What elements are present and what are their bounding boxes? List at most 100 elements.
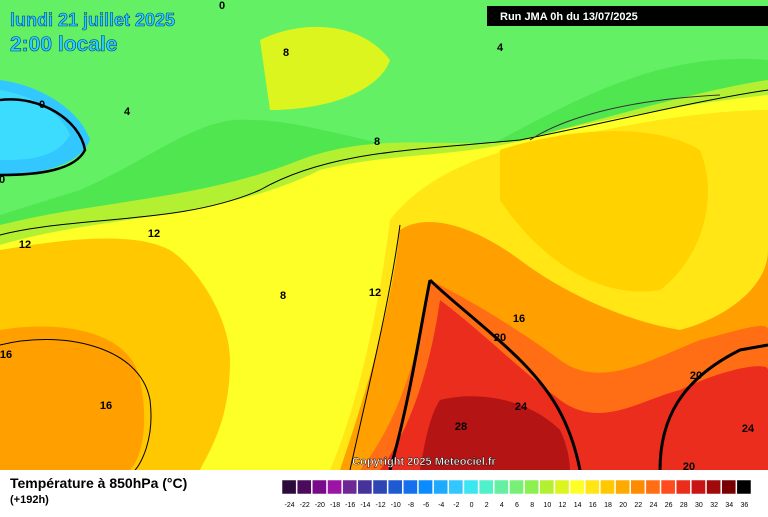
legend-swatch: [433, 479, 449, 495]
legend-swatch: [357, 479, 373, 495]
contour-label: 8: [280, 290, 286, 302]
legend-swatch: [327, 479, 342, 495]
contour-label: 12: [148, 228, 160, 240]
legend-swatch: [281, 479, 297, 495]
band: [420, 396, 570, 470]
map-date: lundi 21 juillet 2025: [10, 10, 175, 30]
contour-label: 20: [683, 461, 695, 473]
legend-swatch: [630, 479, 646, 495]
legend-label: 12: [559, 502, 567, 509]
legend-label: 8: [530, 502, 534, 509]
contour-label: 16: [100, 400, 112, 412]
legend-label: -22: [300, 502, 310, 509]
legend-label: 4: [500, 502, 504, 509]
legend-label: -8: [408, 502, 414, 509]
isotherm: [0, 98, 87, 177]
contour-label: 0: [219, 0, 225, 12]
isotherm: [428, 278, 582, 471]
cold-core: [0, 90, 70, 160]
band: [0, 0, 768, 215]
legend-label: 28: [680, 502, 688, 509]
legend-swatch: [372, 479, 388, 495]
map: 0 8 4 0 4 8 0 12 12 8 12 16 16 16 20 20 …: [0, 0, 768, 473]
legend-label: 20: [619, 502, 627, 509]
legend-swatch: [569, 479, 585, 495]
isotherm: [0, 89, 768, 236]
contour-label: 4: [124, 106, 131, 118]
legend-swatch: [675, 479, 691, 495]
contour-label: 16: [0, 349, 12, 361]
contour-label: 8: [374, 136, 380, 148]
legend-swatch: [509, 479, 524, 495]
legend-swatch: [645, 479, 661, 495]
legend-swatch: [600, 479, 615, 495]
legend-label: 0: [470, 502, 474, 509]
map-time: 2:00 locale: [10, 33, 117, 56]
footer-lead: (+192h): [10, 494, 49, 506]
coastline: [529, 94, 721, 141]
legend-swatch: [691, 479, 706, 495]
legend-swatch: [403, 479, 418, 495]
legend-swatch: [448, 479, 464, 495]
legend-swatch: [387, 479, 403, 495]
contour-label: 12: [19, 239, 31, 251]
legend-label: 24: [650, 502, 658, 509]
legend-label: -2: [453, 502, 459, 509]
warm-patch: [260, 26, 390, 110]
isotherm: [388, 279, 432, 471]
contour-label: 8: [283, 47, 289, 59]
isotherm: [0, 339, 152, 471]
legend-swatch: [721, 479, 737, 495]
contour-label: 16: [513, 313, 525, 325]
legend-swatch: [660, 479, 676, 495]
legend-label: -16: [345, 502, 355, 509]
legend-swatch: [554, 479, 570, 495]
legend-swatch: [463, 479, 479, 495]
run-box: [487, 6, 768, 26]
legend-label: 30: [695, 502, 703, 509]
legend-label: 10: [543, 502, 551, 509]
isotherm: [658, 343, 768, 471]
legend-label: -4: [438, 502, 444, 509]
contour-label: 20: [690, 370, 702, 382]
legend-swatch: [736, 479, 752, 495]
legend-label: 26: [665, 502, 673, 509]
legend-label: -24: [285, 502, 295, 509]
legend-label: 32: [710, 502, 718, 509]
contour-label: 0: [0, 174, 5, 186]
legend-label: 34: [725, 502, 733, 509]
legend-swatch: [312, 479, 327, 495]
legend-label: 36: [741, 502, 749, 509]
contour-label: 4: [497, 42, 504, 54]
contour-label: 20: [494, 332, 506, 344]
legend-swatch: [418, 479, 433, 495]
legend-swatch: [539, 479, 555, 495]
legend-label: 16: [589, 502, 597, 509]
contour-label: 28: [455, 421, 467, 433]
legend-label: -6: [423, 502, 429, 509]
legend-label: 22: [634, 502, 642, 509]
legend-label: -20: [315, 502, 325, 509]
legend-label: 6: [515, 502, 519, 509]
contour-label: 0: [39, 99, 45, 111]
legend-swatch: [296, 479, 312, 495]
run-info: Run JMA 0h du 13/07/2025: [500, 11, 638, 23]
band: [500, 131, 708, 292]
legend-label: -14: [360, 502, 370, 509]
legend-swatch: [584, 479, 600, 495]
legend-swatch: [494, 479, 509, 495]
legend-swatch: [706, 479, 721, 495]
color-legend: -24 -22 -20 -18 -16 -14 -12 -10 -8 -6 -4 -2 0 2 4 6 8 10 1…: [281, 479, 752, 509]
legend-swatch: [615, 479, 630, 495]
copyright: Copyright 2025 Meteociel.fr: [352, 456, 496, 468]
legend-label: -12: [375, 502, 385, 509]
legend-swatch: [342, 479, 358, 495]
legend-label: 18: [604, 502, 612, 509]
legend-swatch: [524, 479, 539, 495]
footer-title: Température à 850hPa (°C): [10, 475, 187, 491]
legend-label: -18: [330, 502, 340, 509]
legend-label: -10: [391, 502, 401, 509]
isotherm: [349, 224, 401, 471]
contour-label: 12: [369, 287, 381, 299]
